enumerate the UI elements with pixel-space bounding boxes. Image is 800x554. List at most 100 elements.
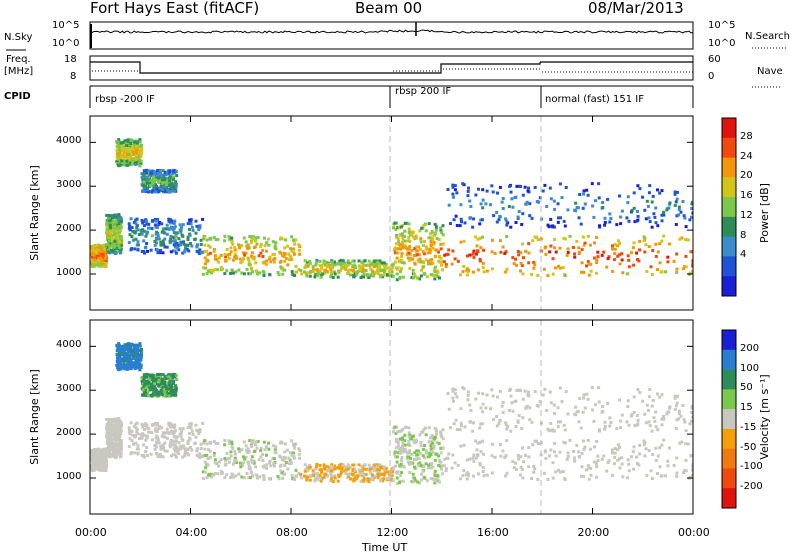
power-cell	[182, 240, 185, 244]
power-colorbar-tick: 16	[740, 190, 753, 202]
velocity-cell	[595, 465, 599, 469]
velocity-cell	[347, 467, 351, 471]
velocity-cell	[432, 446, 436, 450]
velocity-cell	[357, 463, 361, 467]
velocity-cell	[618, 398, 621, 402]
power-cell	[143, 246, 147, 250]
power-cell	[142, 169, 146, 173]
power-cell	[126, 151, 129, 154]
velocity-cell	[362, 473, 366, 477]
velocity-cell	[662, 417, 666, 421]
power-cell	[132, 146, 136, 150]
velocity-cell	[504, 423, 508, 427]
power-cell	[379, 273, 383, 277]
velocity-cell	[170, 384, 174, 388]
velocity-cell	[371, 478, 375, 482]
power-cell	[558, 266, 562, 270]
velocity-colorbar-tick: 200	[740, 342, 760, 354]
power-cell	[281, 266, 285, 270]
velocity-cell	[613, 456, 617, 459]
velocity-cell	[519, 473, 522, 477]
power-cell	[491, 238, 494, 242]
velocity-cell	[424, 449, 428, 453]
power-colorbar-swatch	[722, 137, 736, 159]
power-cell	[199, 238, 203, 242]
power-x-ticks	[89, 116, 694, 310]
power-cell	[580, 270, 583, 274]
power-cell	[130, 139, 134, 142]
power-cell	[223, 272, 227, 276]
power-cell	[440, 231, 444, 235]
velocity-cell	[117, 446, 121, 450]
velocity-cell	[259, 449, 263, 453]
power-cell	[117, 242, 121, 246]
velocity-cell	[429, 436, 432, 440]
power-cell	[650, 200, 654, 204]
velocity-cell	[351, 463, 355, 467]
velocity-cell	[125, 356, 129, 360]
power-cell	[396, 237, 400, 241]
velocity-cell	[408, 444, 412, 447]
velocity-cell	[673, 394, 677, 398]
power-cell	[533, 235, 537, 239]
power-cell	[546, 223, 550, 227]
velocity-cell	[377, 468, 381, 471]
power-cell	[472, 217, 475, 221]
power-cell	[100, 248, 104, 252]
velocity-cell	[352, 475, 356, 479]
velocity-cell	[526, 393, 530, 397]
velocity-cell	[546, 427, 550, 431]
power-cell	[425, 275, 429, 279]
velocity-cell	[397, 451, 401, 455]
power-cell	[163, 180, 167, 184]
power-cell	[426, 259, 430, 263]
power-cell	[499, 239, 502, 243]
power-cell	[105, 229, 109, 233]
velocity-cell	[467, 472, 471, 476]
power-cell	[686, 238, 690, 242]
power-cell	[373, 263, 377, 267]
velocity-cell	[136, 452, 140, 456]
velocity-cell	[546, 478, 550, 481]
power-cell	[343, 261, 347, 265]
velocity-cell	[158, 425, 162, 428]
power-cell	[533, 263, 537, 267]
velocity-cell	[138, 368, 142, 372]
velocity-cell	[553, 411, 557, 415]
velocity-cell	[107, 443, 111, 447]
velocity-cell	[647, 420, 651, 424]
power-cell	[465, 254, 469, 258]
velocity-cell	[118, 435, 122, 439]
power-cell	[150, 179, 153, 183]
power-cell	[177, 237, 181, 241]
velocity-cell	[141, 388, 145, 392]
velocity-cell	[367, 479, 371, 483]
velocity-cell	[104, 454, 108, 458]
power-cell	[129, 154, 133, 157]
power-cell	[355, 272, 359, 276]
power-cell	[383, 264, 387, 268]
velocity-cell	[311, 472, 315, 476]
power-cell	[690, 207, 693, 210]
power-cell	[238, 244, 242, 248]
power-cell	[662, 210, 666, 214]
power-cell	[525, 200, 529, 204]
noise-left-tick-top: 10^5	[52, 20, 80, 31]
power-cell	[689, 271, 693, 275]
power-cell	[294, 264, 298, 268]
velocity-cell	[165, 387, 169, 391]
power-colorbar-swatch	[722, 276, 736, 297]
velocity-cell	[490, 388, 494, 392]
velocity-cell	[196, 447, 199, 451]
velocity-cell	[121, 344, 125, 348]
velocity-cell	[171, 432, 175, 436]
velocity-cell	[224, 462, 228, 466]
power-cell	[428, 249, 432, 253]
velocity-cell	[333, 476, 337, 480]
velocity-cell	[398, 447, 402, 451]
power-cell	[256, 272, 259, 276]
velocity-cell	[214, 442, 218, 446]
power-cell	[618, 194, 621, 198]
power-cell	[523, 185, 527, 189]
velocity-cell	[566, 412, 570, 416]
